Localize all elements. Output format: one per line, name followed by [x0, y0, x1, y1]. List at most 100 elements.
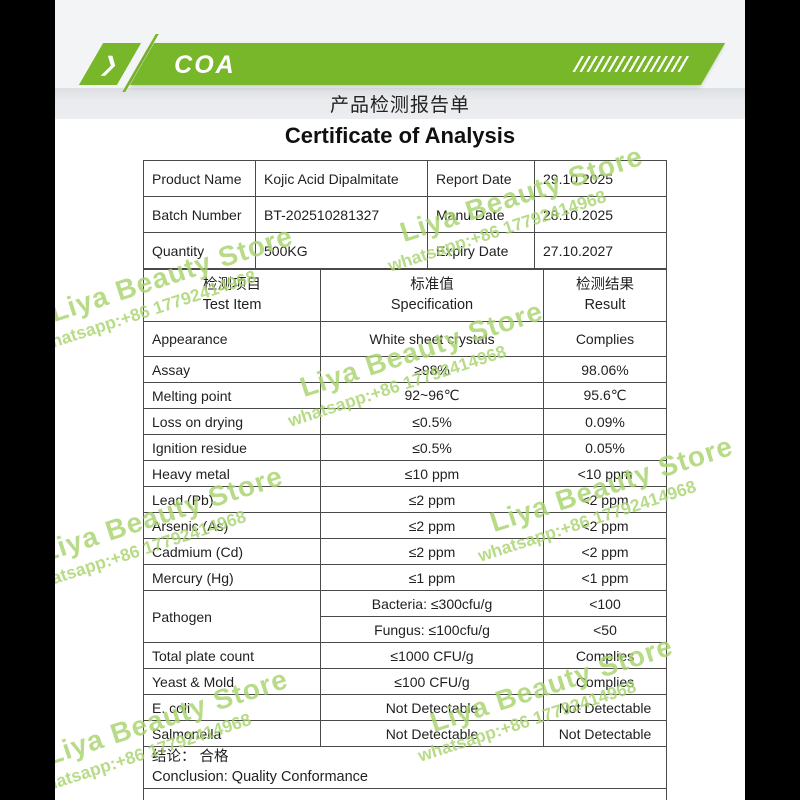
test-table-row: Assay ≥98% 98.06%: [143, 356, 667, 383]
test-table-row: Pathogen Bacteria: ≤300cfu/g <100: [143, 590, 667, 643]
test-item-cell: Assay: [143, 356, 321, 383]
result-cell: Complies: [543, 642, 667, 669]
result-cell: 0.09%: [543, 408, 667, 435]
empty-row: [143, 787, 667, 800]
result-cell: 0.05%: [543, 434, 667, 461]
subtitle-chinese: 产品检测报告单: [329, 95, 470, 116]
specification-cell: ≤0.5%: [320, 408, 544, 435]
coa-document-page: 产品检测报告单 ❯ COA Certificate of Analysis Pr…: [55, 0, 745, 800]
slash-pattern-icon: [572, 56, 690, 72]
specification-cell: ≤1000 CFU/g: [320, 642, 544, 669]
conclusion-cell: 结论： 合格 Conclusion: Quality Conformance: [143, 746, 667, 789]
result-cell: 95.6℃: [543, 382, 667, 409]
test-table-row: Appearance White sheet crystals Complies: [143, 321, 667, 357]
test-item-cell: Pathogen: [143, 590, 321, 643]
info-label-cell: Manu Date: [427, 196, 535, 233]
test-item-cell: E. coli: [143, 694, 321, 721]
test-table-row: Heavy metal ≤10 ppm <10 ppm: [143, 460, 667, 487]
header-result-cn: 检测结果: [576, 276, 634, 293]
specification-cell: ≤10 ppm: [320, 460, 544, 487]
test-results-table: 检测项目 Test Item 标准值 Specification 检测结果 Re…: [143, 269, 667, 800]
conclusion-chinese: 结论： 合格: [152, 749, 229, 765]
info-value-cell: Kojic Acid Dipalmitate: [255, 160, 428, 197]
test-item-cell: Cadmium (Cd): [143, 538, 321, 565]
header-result: 检测结果 Result: [543, 269, 667, 322]
specification-cell: ≥98%: [320, 356, 544, 383]
specification-cell: ≤2 ppm: [320, 486, 544, 513]
test-item-cell: Ignition residue: [143, 434, 321, 461]
test-table-row: Arsenic (As) ≤2 ppm <2 ppm: [143, 512, 667, 539]
header-test-item-en: Test Item: [202, 296, 262, 313]
header-result-en: Result: [584, 296, 626, 313]
test-table-row: E. coli Not Detectable Not Detectable: [143, 694, 667, 721]
result-cell: 98.06%: [543, 356, 667, 383]
info-label-cell: Product Name: [143, 160, 256, 197]
test-item-cell: Yeast & Mold: [143, 668, 321, 695]
info-label-cell: Batch Number: [143, 196, 256, 233]
result-cell: Not Detectable: [543, 720, 667, 747]
header-test-item: 检测项目 Test Item: [143, 269, 321, 322]
test-item-cell: Lead (Pb): [143, 486, 321, 513]
banner-title: COA: [174, 51, 236, 79]
info-value-cell: 29.10.2025: [534, 160, 667, 197]
result-cell: Not Detectable: [543, 694, 667, 721]
specification-cell: 92~96℃: [320, 382, 544, 409]
header-test-item-cn: 检测项目: [203, 276, 261, 293]
result-cell: <2 ppm: [543, 538, 667, 565]
subtitle-band: 产品检测报告单: [55, 88, 745, 119]
info-label-cell: Quantity: [143, 232, 256, 269]
test-table-row: Total plate count ≤1000 CFU/g Complies: [143, 642, 667, 669]
test-table-row: Yeast & Mold ≤100 CFU/g Complies: [143, 668, 667, 695]
result-cell: <1 ppm: [543, 564, 667, 591]
info-table-row: Product Name Kojic Acid Dipalmitate Report…: [143, 160, 667, 197]
test-table-row: Loss on drying ≤0.5% 0.09%: [143, 408, 667, 435]
info-value-cell: 500KG: [255, 232, 428, 269]
specification-cell: ≤0.5%: [320, 434, 544, 461]
result-cell: <10 ppm: [543, 460, 667, 487]
header-specification-cn: 标准值: [410, 276, 454, 293]
test-item-cell: Heavy metal: [143, 460, 321, 487]
test-item-cell: Loss on drying: [143, 408, 321, 435]
empty-cell: [143, 787, 667, 800]
test-item-cell: Appearance: [143, 321, 321, 357]
test-table-row: Cadmium (Cd) ≤2 ppm <2 ppm: [143, 538, 667, 565]
specification-cell: Not Detectable: [320, 694, 544, 721]
result-cell: <50: [543, 616, 667, 643]
test-item-cell: Arsenic (As): [143, 512, 321, 539]
specification-cell: ≤100 CFU/g: [320, 668, 544, 695]
product-info-table: Product Name Kojic Acid Dipalmitate Report…: [143, 160, 667, 269]
specification-cell: Not Detectable: [320, 720, 544, 747]
test-item-cell: Mercury (Hg): [143, 564, 321, 591]
result-cell: <2 ppm: [543, 512, 667, 539]
test-table-header-row: 检测项目 Test Item 标准值 Specification 检测结果 Re…: [143, 269, 667, 322]
test-table-row: Melting point 92~96℃ 95.6℃: [143, 382, 667, 409]
specification-cell: Bacteria: ≤300cfu/g: [320, 590, 544, 617]
result-cell: Complies: [543, 321, 667, 357]
tables-wrapper: Product Name Kojic Acid Dipalmitate Report…: [143, 160, 667, 800]
info-value-cell: BT-202510281327: [255, 196, 428, 233]
info-table-row: Batch Number BT-202510281327 Manu Date 28.1…: [143, 196, 667, 233]
info-label-cell: Expiry Date: [427, 232, 535, 269]
test-item-cell: Total plate count: [143, 642, 321, 669]
specification-cell: ≤2 ppm: [320, 538, 544, 565]
info-label-cell: Report Date: [427, 160, 535, 197]
result-cell: Complies: [543, 668, 667, 695]
test-table-row: Salmonella Not Detectable Not Detectable: [143, 720, 667, 747]
specification-cell: ≤2 ppm: [320, 512, 544, 539]
specification-cell: ≤1 ppm: [320, 564, 544, 591]
specification-cell: Fungus: ≤100cfu/g: [320, 616, 544, 643]
result-cell: <100: [543, 590, 667, 617]
coa-banner: COA: [129, 43, 726, 85]
conclusion-english: Conclusion: Quality Conformance: [152, 769, 368, 786]
test-table-row: Lead (Pb) ≤2 ppm <2 ppm: [143, 486, 667, 513]
test-table-row: Mercury (Hg) ≤1 ppm <1 ppm: [143, 564, 667, 591]
info-value-cell: 28.10.2025: [534, 196, 667, 233]
chevron-right-icon: ❯: [97, 53, 123, 76]
test-table-row: Fungus: ≤100cfu/g <50: [144, 616, 667, 643]
conclusion-row: 结论： 合格 Conclusion: Quality Conformance: [143, 746, 667, 789]
header-specification-en: Specification: [390, 296, 474, 313]
test-item-cell: Melting point: [143, 382, 321, 409]
info-table-row: Quantity 500KG Expiry Date 27.10.2027: [143, 232, 667, 269]
header-specification: 标准值 Specification: [320, 269, 544, 322]
info-value-cell: 27.10.2027: [534, 232, 667, 269]
